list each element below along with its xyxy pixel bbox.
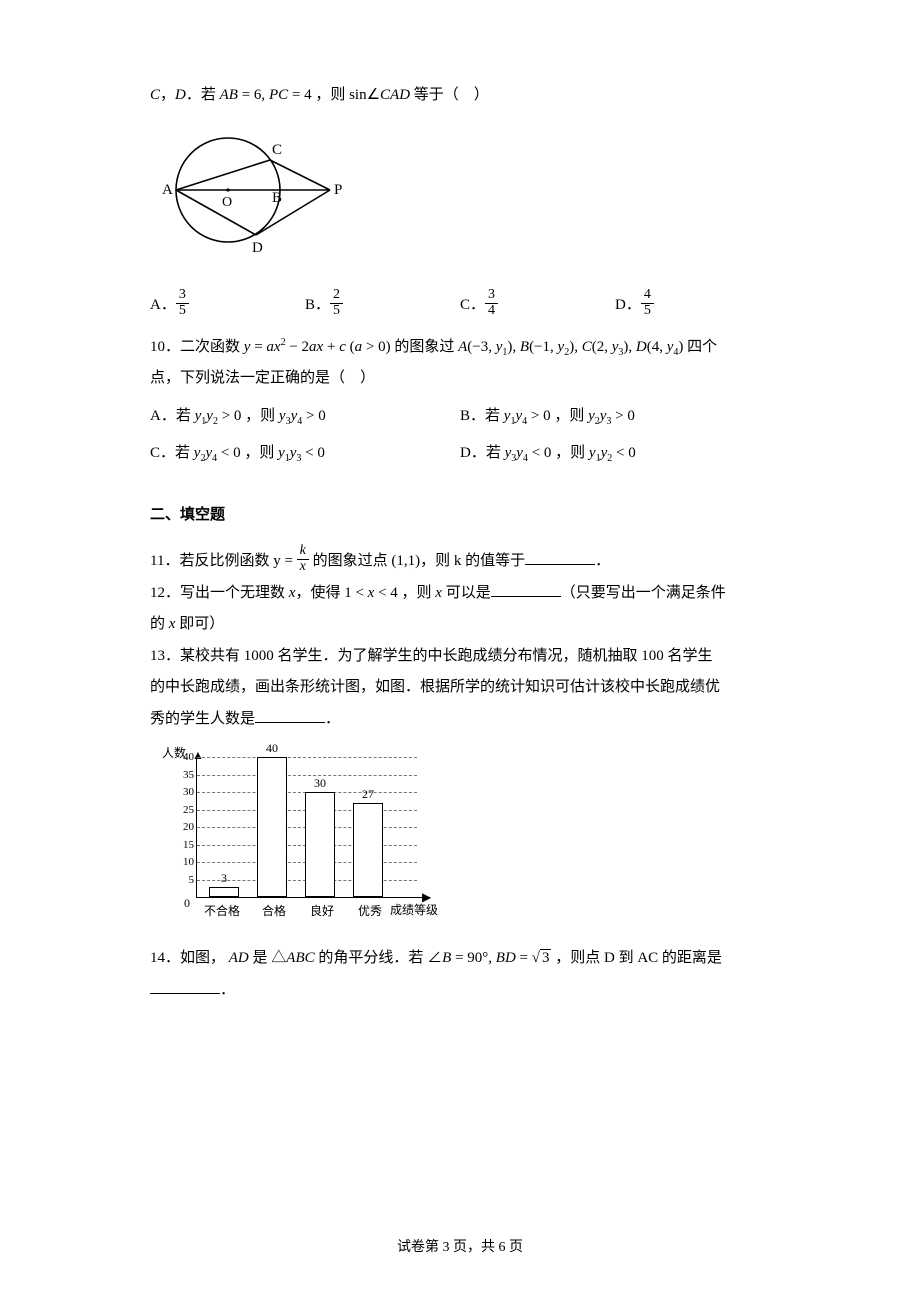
frac-b: 25 (330, 288, 343, 318)
y-tick-label: 5 (174, 875, 194, 886)
q9-cd: C (150, 87, 160, 103)
x-category-label: 不合格 (202, 899, 242, 924)
q13-line2: 的中长跑成绩，画出条形统计图，如图．根据所学的统计知识可估计该校中长跑成绩优 (150, 672, 770, 704)
label-a: A (162, 182, 173, 198)
q10-opt-d: D．若 y3y4 < 0 ，则 y1y2 < 0 (460, 438, 770, 470)
line-cp (270, 160, 330, 190)
label-b: B (272, 190, 282, 206)
q11-frac: kx (297, 544, 309, 574)
label-o: O (222, 195, 232, 210)
plot-area: 3403027 (196, 757, 427, 898)
q9-options: A．35 B．25 C．34 D．45 (150, 290, 770, 322)
q10-opt-a: A．若 y1y2 > 0 ，则 y3y4 > 0 (150, 401, 460, 433)
bar (209, 887, 239, 898)
bar-value-label: 3 (209, 872, 239, 884)
q10-row2: C．若 y2y4 < 0 ，则 y1y3 < 0 D．若 y3y4 < 0 ，则… (150, 438, 770, 470)
page-footer: 试卷第 3 页，共 6 页 (0, 1233, 920, 1262)
y-tick-label: 20 (174, 822, 194, 833)
frac-a: 35 (176, 288, 189, 318)
x-category-label: 合格 (254, 899, 294, 924)
y-tick-label: 35 (174, 770, 194, 781)
blank-q12 (491, 581, 561, 597)
q14-line2: ． (150, 975, 770, 1007)
q14-line1: 14．如图， AD 是 △ABC 的角平分线．若 ∠B = 90°, BD = … (150, 943, 770, 975)
q9-circle-figure: A B C D O P (150, 120, 770, 273)
frac-c: 34 (485, 288, 498, 318)
q9-opt-a: A．35 (150, 290, 305, 322)
label-c: C (272, 142, 282, 158)
label-p: P (334, 182, 342, 198)
q10-line1: 10．二次函数 y = ax2 − 2ax + c (a > 0) 的图象过 A… (150, 332, 770, 364)
q13-line3: 秀的学生人数是． (150, 704, 770, 736)
gridline (197, 757, 417, 758)
q12-line2: 的 x 即可） (150, 609, 770, 641)
y-tick-label: 15 (174, 840, 194, 851)
q9-opt-c: C．34 (460, 290, 615, 322)
bar-value-label: 27 (353, 788, 383, 800)
y-tick-label: 10 (174, 857, 194, 868)
y-tick-label: 25 (174, 805, 194, 816)
exam-page: C，D．若 AB = 6, PC = 4 ，则 sin∠CAD 等于（ ） A … (0, 0, 920, 1302)
frac-d: 45 (641, 288, 654, 318)
sqrt-icon: √3 (532, 943, 552, 975)
line-ad (176, 190, 256, 235)
blank-q14 (150, 978, 220, 994)
x-category-label: 优秀 (350, 899, 390, 924)
q9-intro: C，D．若 AB = 6, PC = 4 ，则 sin∠CAD 等于（ ） (150, 80, 770, 112)
q13-barchart: 人数 ▲ 3403027 ▶ 0 成绩等级 510152025303540不合格… (160, 745, 440, 925)
q10-line2: 点，下列说法一定正确的是（ ） (150, 363, 770, 395)
zero-label: 0 (184, 891, 190, 916)
q9-opt-b: B．25 (305, 290, 460, 322)
bar (305, 792, 335, 897)
q12-line1: 12．写出一个无理数 x，使得 1 < x < 4 ，则 x 可以是（只要写出一… (150, 578, 770, 610)
line-ac (176, 160, 270, 190)
x-category-label: 良好 (302, 899, 342, 924)
q10-opt-c: C．若 y2y4 < 0 ，则 y1y3 < 0 (150, 438, 460, 470)
circle-svg: A B C D O P (150, 120, 350, 260)
line-dp (256, 190, 330, 235)
q11: 11．若反比例函数 y = kx 的图象过点 (1,1)，则 k 的值等于． (150, 546, 770, 578)
bar-value-label: 30 (305, 777, 335, 789)
gridline (197, 775, 417, 776)
q10-row1: A．若 y1y2 > 0 ，则 y3y4 > 0 B．若 y1y4 > 0 ，则… (150, 401, 770, 433)
section-2-title: 二、填空题 (150, 500, 770, 532)
q9-opt-d: D．45 (615, 290, 770, 322)
q10-opt-b: B．若 y1y4 > 0 ，则 y2y3 > 0 (460, 401, 770, 433)
q13-line1: 13．某校共有 1000 名学生．为了解学生的中长跑成绩分布情况，随机抽取 10… (150, 641, 770, 673)
label-d: D (252, 240, 263, 256)
y-tick-label: 30 (174, 787, 194, 798)
bar (353, 803, 383, 898)
bar (257, 757, 287, 897)
blank-q13 (255, 707, 325, 723)
blank-q11 (525, 549, 595, 565)
y-tick-label: 40 (174, 752, 194, 763)
x-axis-label: 成绩等级 (390, 898, 438, 923)
bar-value-label: 40 (257, 742, 287, 754)
